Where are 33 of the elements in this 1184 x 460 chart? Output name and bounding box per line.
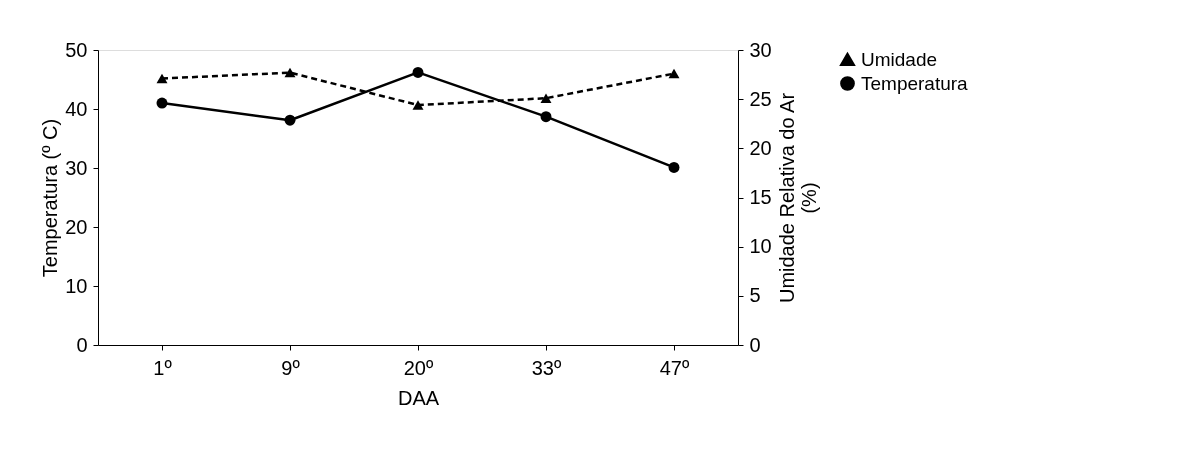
x-tick-label: 47º (659, 356, 690, 379)
y2-tick-label: 15 (749, 186, 772, 208)
x-axis-title: DAA (397, 386, 440, 409)
y-tick-label: 30 (65, 156, 88, 179)
y-tick-label: 50 (65, 38, 88, 61)
point (156, 97, 168, 109)
y-tick-label: 10 (65, 274, 88, 297)
x-tick-label: 33º (531, 356, 562, 379)
y-axis-title: Temperatura (º C) (39, 118, 62, 278)
y2-tick-label: 25 (749, 87, 772, 110)
point (540, 111, 552, 123)
x-tick-label: 1º (153, 356, 173, 379)
legend-label: Umidade (861, 48, 938, 70)
y2-axis-title: Umidade Relativa do Ar (%) (775, 92, 820, 304)
y2-tick-label: 10 (749, 235, 772, 258)
x-tick-label: 20º (403, 356, 434, 379)
y-tick-label: 20 (65, 215, 88, 238)
point (284, 67, 296, 78)
y2-tick-label: 5 (749, 284, 761, 307)
point (668, 161, 680, 173)
point (540, 93, 552, 103)
y2-tick-label: 0 (749, 333, 761, 356)
legend-label: Temperatura (861, 72, 969, 94)
point (156, 73, 168, 84)
point (668, 68, 680, 79)
y2-tick-label: 30 (749, 38, 772, 61)
y-tick-label: 40 (65, 97, 88, 120)
y2-tick-label: 20 (749, 136, 772, 159)
x-tick-label: 9º (281, 356, 301, 379)
point (284, 114, 296, 126)
point (412, 100, 424, 110)
point (412, 66, 424, 78)
y-tick-label: 0 (76, 333, 88, 356)
